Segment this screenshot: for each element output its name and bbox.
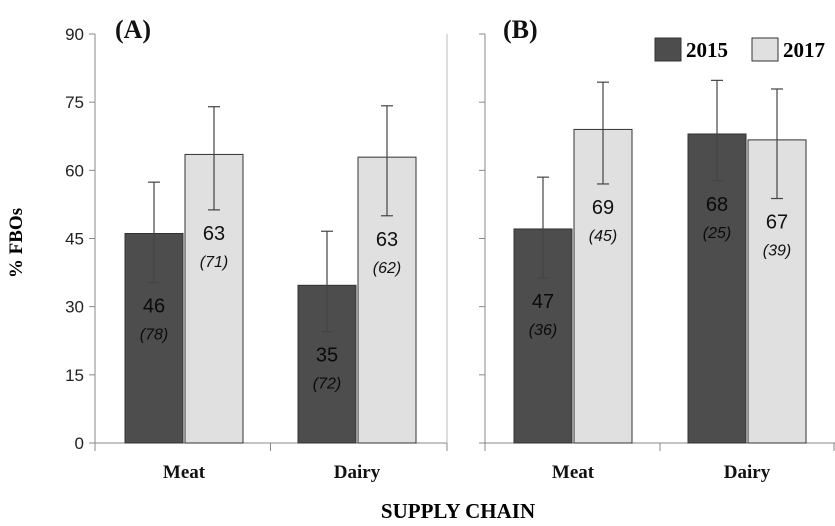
bar-n-label: (72): [313, 376, 341, 393]
bar-value-label: 69: [592, 197, 614, 219]
x-tick-label: Meat: [163, 462, 206, 483]
x-tick-label: Dairy: [334, 462, 381, 483]
y-tick-label: 75: [65, 93, 84, 112]
bar-value-label: 63: [376, 229, 398, 251]
x-axis-title: SUPPLY CHAIN: [381, 499, 535, 523]
bars-layer: [124, 79, 807, 444]
x-tick-label: Meat: [552, 462, 595, 483]
y-tick-label: 15: [65, 366, 84, 385]
bar-n-label: (45): [589, 228, 617, 245]
bar-value-label: 63: [203, 223, 225, 245]
bar-2015-dairy: [687, 133, 747, 444]
bar-n-label: (25): [703, 225, 731, 242]
y-tick-label: 0: [75, 434, 84, 453]
legend-label-2017: 2017: [783, 38, 825, 62]
bar-value-label: 47: [532, 291, 554, 313]
bar-n-label: (71): [200, 254, 228, 271]
legend-label-2015: 2015: [686, 38, 728, 62]
bar-n-label: (36): [529, 322, 557, 339]
y-tick-label: 60: [65, 161, 84, 180]
panel-label: (A): [115, 15, 151, 44]
bar-n-label: (78): [140, 327, 168, 344]
bar-value-label: 46: [143, 296, 165, 318]
bar-n-label: (62): [373, 260, 401, 277]
panel-label: (B): [503, 15, 538, 44]
legend: 2015 2017: [654, 37, 825, 62]
y-tick-label: 30: [65, 298, 84, 317]
bar-n-label: (39): [763, 243, 791, 260]
legend-swatch-2017: [751, 37, 779, 62]
bar-value-label: 68: [706, 194, 728, 216]
labels-layer: 0 15 30 45 60 75 90 (A) Meat Dairy 46 (78) 35 (72) 63 (…: [65, 15, 791, 483]
legend-swatch-2015: [654, 37, 682, 62]
x-tick-label: Dairy: [724, 462, 771, 483]
y-tick-label: 45: [65, 230, 84, 249]
bar-value-label: 67: [766, 212, 788, 234]
y-axis-title: % FBOs: [6, 208, 27, 278]
bar-value-label: 35: [316, 345, 338, 367]
y-tick-label: 90: [65, 25, 84, 44]
